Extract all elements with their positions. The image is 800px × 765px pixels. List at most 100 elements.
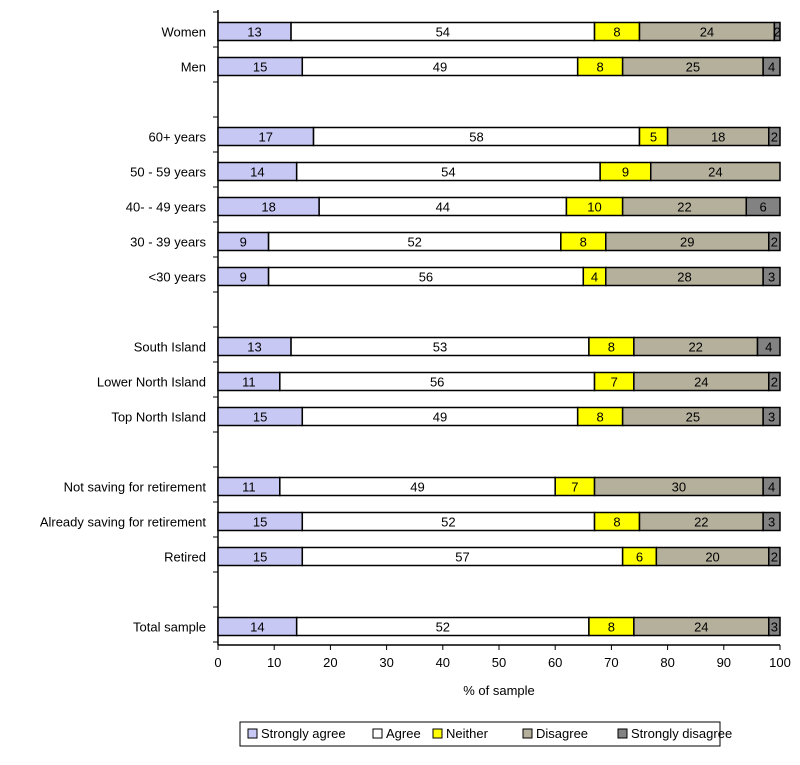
data-label: 49 (410, 480, 424, 495)
row-label: <30 years (149, 270, 207, 285)
row-label: 40- - 49 years (126, 200, 207, 215)
data-label: 9 (622, 165, 629, 180)
data-label: 56 (419, 270, 433, 285)
data-label: 3 (768, 410, 775, 425)
bar-segment-disagree (649, 161, 781, 182)
row-label: 30 - 39 years (130, 235, 206, 250)
data-label: 49 (433, 60, 447, 75)
bar-segment-strongly-disagree (762, 476, 781, 497)
data-label: 9 (240, 270, 247, 285)
bar-segment-strongly-disagree (768, 546, 781, 567)
bar-segment-strongly-disagree (768, 126, 781, 147)
bar-segment-strongly-disagree (768, 371, 781, 392)
data-label: 9 (240, 235, 247, 250)
bar-segment-strongly-disagree (762, 56, 781, 77)
legend-label: Neither (446, 726, 489, 741)
data-label: 15 (253, 410, 267, 425)
data-label: 2 (771, 130, 778, 145)
data-label: 15 (253, 60, 267, 75)
data-label: 52 (436, 620, 450, 635)
data-label: 57 (455, 550, 469, 565)
legend-label: Disagree (536, 726, 588, 741)
data-label: 3 (768, 515, 775, 530)
x-tick-label: 50 (492, 655, 506, 670)
data-label: 4 (591, 270, 598, 285)
data-label: 8 (613, 25, 620, 40)
data-label: 4 (765, 340, 772, 355)
row-label: South Island (134, 340, 206, 355)
data-label: 10 (587, 200, 601, 215)
data-label: 6 (760, 200, 767, 215)
data-label: 3 (771, 620, 778, 635)
data-label: 4 (768, 480, 775, 495)
data-label: 15 (253, 515, 267, 530)
data-label: 7 (611, 375, 618, 390)
x-tick-label: 80 (660, 655, 674, 670)
row-label: Not saving for retirement (64, 480, 207, 495)
data-label: 22 (688, 340, 702, 355)
legend-swatch (432, 728, 443, 739)
data-label: 8 (597, 410, 604, 425)
data-label: 13 (247, 25, 261, 40)
data-label: 25 (686, 60, 700, 75)
data-label: 58 (469, 130, 483, 145)
data-label: 22 (694, 515, 708, 530)
x-tick-label: 10 (267, 655, 281, 670)
data-label: 17 (259, 130, 273, 145)
data-label: 11 (242, 480, 256, 495)
data-label: 24 (694, 620, 708, 635)
data-label: 2 (771, 375, 778, 390)
data-label: 8 (608, 620, 615, 635)
legend (239, 721, 721, 747)
data-label: 56 (430, 375, 444, 390)
data-label: 52 (441, 515, 455, 530)
row-label: Women (161, 25, 206, 40)
legend-swatch (617, 728, 628, 739)
legend-swatch (372, 728, 383, 739)
row-label: Men (181, 60, 206, 75)
x-tick-label: 100 (769, 655, 791, 670)
data-label: 53 (433, 340, 447, 355)
data-label: 2 (771, 235, 778, 250)
data-label: 24 (694, 375, 708, 390)
data-label: 3 (768, 270, 775, 285)
bar-segment-strongly-disagree (756, 336, 781, 357)
data-label: 30 (672, 480, 686, 495)
row-label: Retired (164, 550, 206, 565)
data-label: 14 (250, 620, 264, 635)
x-tick-label: 70 (604, 655, 618, 670)
bar-segment-strongly-disagree (768, 231, 781, 252)
data-label: 8 (597, 60, 604, 75)
data-label: 8 (613, 515, 620, 530)
legend-label: Agree (386, 726, 421, 741)
data-label: 49 (433, 410, 447, 425)
legend-label: Strongly disagree (631, 726, 732, 741)
data-label: 5 (650, 130, 657, 145)
data-label: 54 (436, 25, 450, 40)
data-label: 2 (771, 550, 778, 565)
data-label: 24 (708, 165, 722, 180)
data-label: 8 (608, 340, 615, 355)
x-tick-label: 30 (379, 655, 393, 670)
x-tick-label: 20 (323, 655, 337, 670)
data-label: 22 (677, 200, 691, 215)
bar-segment-strongly-disagree (762, 511, 781, 532)
data-label: 15 (253, 550, 267, 565)
legend-swatch (247, 728, 258, 739)
data-label: 8 (580, 235, 587, 250)
legend-swatch (522, 728, 533, 739)
row-label: 60+ years (149, 130, 207, 145)
data-label: 6 (636, 550, 643, 565)
x-tick-label: 40 (436, 655, 450, 670)
x-tick-label: 60 (548, 655, 562, 670)
bar-segment-strongly-disagree (773, 21, 781, 42)
row-label: Top North Island (111, 410, 206, 425)
data-label: 54 (441, 165, 455, 180)
bar-segment-strongly-disagree (768, 616, 781, 637)
row-label: Already saving for retirement (40, 515, 207, 530)
x-tick-label: 0 (214, 655, 221, 670)
data-label: 18 (711, 130, 725, 145)
data-label: 52 (407, 235, 421, 250)
